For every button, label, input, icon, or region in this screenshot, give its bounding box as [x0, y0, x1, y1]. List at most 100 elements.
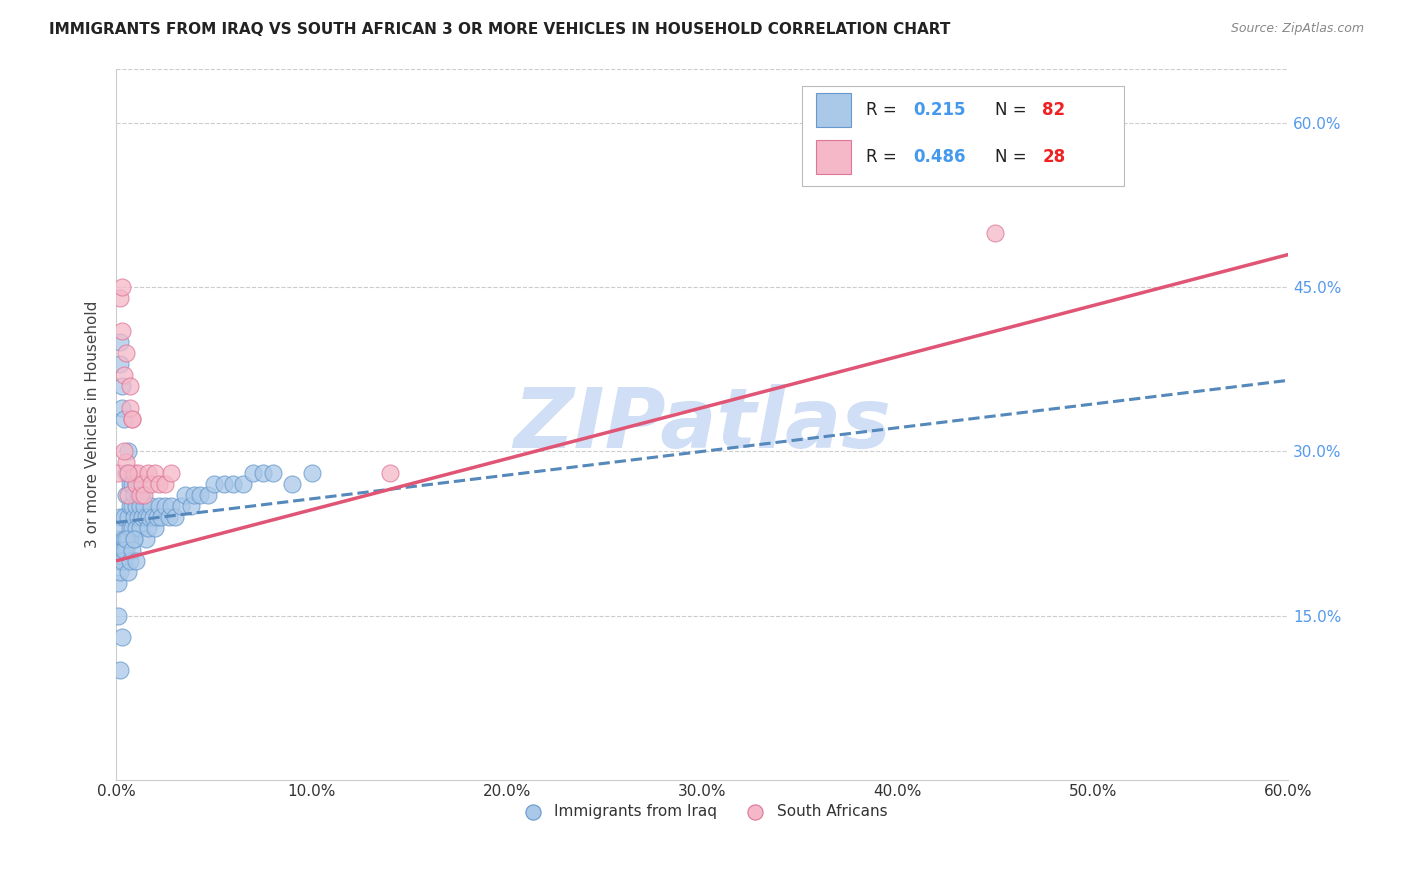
Point	[117, 444, 139, 458]
Point	[108, 357, 131, 371]
Point	[141, 477, 163, 491]
Point	[202, 477, 225, 491]
Point	[112, 444, 135, 458]
Point	[128, 488, 150, 502]
Point	[143, 521, 166, 535]
Text: ZIPatlas: ZIPatlas	[513, 384, 891, 465]
Point	[148, 499, 170, 513]
Point	[115, 532, 138, 546]
Point	[107, 554, 129, 568]
Point	[160, 467, 183, 481]
Y-axis label: 3 or more Vehicles in Household: 3 or more Vehicles in Household	[86, 301, 100, 548]
Point	[188, 488, 211, 502]
Point	[118, 477, 141, 491]
Point	[112, 510, 135, 524]
Point	[122, 467, 145, 481]
Point	[107, 467, 129, 481]
Point	[125, 477, 148, 491]
Point	[127, 467, 149, 481]
Point	[157, 510, 180, 524]
Text: IMMIGRANTS FROM IRAQ VS SOUTH AFRICAN 3 OR MORE VEHICLES IN HOUSEHOLD CORRELATIO: IMMIGRANTS FROM IRAQ VS SOUTH AFRICAN 3 …	[49, 22, 950, 37]
Point	[112, 532, 135, 546]
Point	[111, 521, 134, 535]
Text: R =: R =	[866, 101, 903, 119]
Point	[281, 477, 304, 491]
Point	[125, 477, 148, 491]
Point	[108, 565, 131, 579]
Point	[197, 488, 219, 502]
Point	[132, 488, 155, 502]
Text: R =: R =	[866, 148, 903, 166]
Point	[108, 291, 131, 305]
Point	[135, 510, 157, 524]
Point	[127, 488, 149, 502]
Point	[136, 521, 159, 535]
Point	[112, 542, 135, 557]
Point	[117, 565, 139, 579]
Point	[131, 510, 153, 524]
Point	[128, 499, 150, 513]
Point	[212, 477, 235, 491]
Point	[148, 477, 170, 491]
Point	[117, 467, 139, 481]
Point	[153, 499, 176, 513]
Point	[163, 510, 186, 524]
Point	[122, 532, 145, 546]
FancyBboxPatch shape	[801, 87, 1125, 186]
Point	[127, 510, 149, 524]
Point	[252, 467, 274, 481]
Point	[117, 510, 139, 524]
Point	[111, 401, 134, 415]
Point	[111, 280, 134, 294]
Point	[112, 411, 135, 425]
Point	[132, 499, 155, 513]
Text: 82: 82	[1042, 101, 1066, 119]
Point	[121, 411, 143, 425]
Point	[138, 510, 160, 524]
Point	[125, 499, 148, 513]
Text: 0.215: 0.215	[914, 101, 966, 119]
Point	[118, 521, 141, 535]
Point	[131, 477, 153, 491]
Point	[108, 510, 131, 524]
Point	[121, 521, 143, 535]
FancyBboxPatch shape	[815, 93, 851, 127]
Point	[117, 467, 139, 481]
Point	[984, 226, 1007, 240]
Point	[115, 467, 138, 481]
Point	[112, 554, 135, 568]
Point	[160, 499, 183, 513]
Point	[111, 554, 134, 568]
Point	[121, 411, 143, 425]
Point	[378, 467, 401, 481]
Point	[135, 532, 157, 546]
Point	[122, 488, 145, 502]
Point	[179, 499, 201, 513]
Point	[143, 467, 166, 481]
Point	[173, 488, 195, 502]
Point	[122, 532, 145, 546]
Point	[121, 499, 143, 513]
Point	[107, 532, 129, 546]
Point	[142, 510, 165, 524]
Point	[121, 542, 143, 557]
Point	[112, 368, 135, 382]
Legend: Immigrants from Iraq, South Africans: Immigrants from Iraq, South Africans	[512, 798, 893, 825]
Point	[153, 477, 176, 491]
Text: N =: N =	[995, 101, 1032, 119]
Point	[122, 510, 145, 524]
Point	[170, 499, 193, 513]
Point	[262, 467, 284, 481]
Point	[118, 401, 141, 415]
Point	[118, 554, 141, 568]
Point	[115, 488, 138, 502]
Text: 0.486: 0.486	[914, 148, 966, 166]
Point	[301, 467, 323, 481]
Point	[107, 575, 129, 590]
Point	[107, 608, 129, 623]
Point	[111, 631, 134, 645]
Point	[232, 477, 254, 491]
Point	[125, 521, 148, 535]
Point	[111, 378, 134, 392]
Point	[183, 488, 205, 502]
